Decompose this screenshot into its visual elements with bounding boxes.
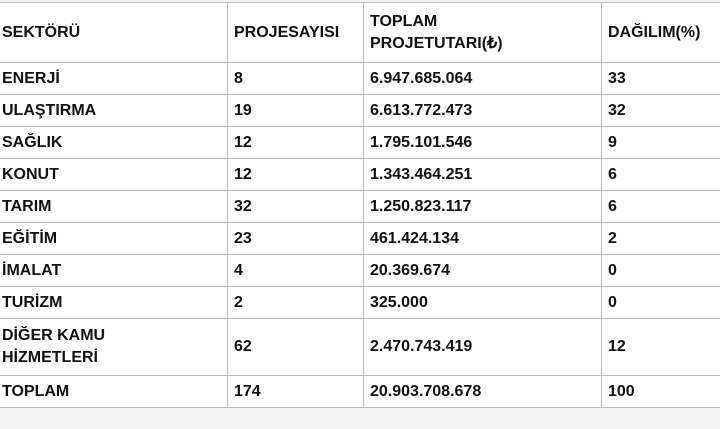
total-label: TOPLAM: [0, 375, 228, 408]
header-sector: SEKTÖRÜ: [0, 2, 228, 63]
cell-sector-line2: HİZMETLERİ: [2, 349, 98, 366]
header-total-amount-line1: TOPLAM: [370, 12, 438, 30]
cell-amount: 20.369.674: [363, 254, 602, 287]
cell-count: 8: [227, 62, 364, 95]
cell-count: 62: [227, 318, 364, 376]
sector-projects-table-container: SEKTÖRÜ PROJESAYISI TOPLAM PROJETUTARI(₺…: [0, 2, 720, 408]
cell-amount: 1.343.464.251: [363, 158, 602, 191]
cell-count: 12: [227, 158, 364, 191]
table-row: EĞİTİM 23 461.424.134 2: [0, 222, 720, 255]
cell-sector-line1: DİĞER KAMU: [2, 327, 106, 344]
total-share: 100: [601, 375, 720, 408]
table-row: ULAŞTIRMA 19 6.613.772.473 32: [0, 94, 720, 127]
cell-count: 12: [227, 126, 364, 159]
cell-sector: TURİZM: [0, 286, 228, 319]
cell-sector: TARIM: [0, 190, 228, 223]
sector-projects-table: SEKTÖRÜ PROJESAYISI TOPLAM PROJETUTARI(₺…: [0, 2, 720, 408]
cell-share: 0: [601, 286, 720, 319]
table-total-row: TOPLAM 174 20.903.708.678 100: [0, 375, 720, 408]
cell-sector: EĞİTİM: [0, 222, 228, 255]
header-project-count: PROJESAYISI: [227, 2, 364, 63]
cell-count: 32: [227, 190, 364, 223]
cell-sector: DİĞER KAMU HİZMETLERİ: [0, 318, 228, 376]
cell-share: 9: [601, 126, 720, 159]
cell-amount: 461.424.134: [363, 222, 602, 255]
cell-count: 2: [227, 286, 364, 319]
cell-count: 23: [227, 222, 364, 255]
cell-sector: İMALAT: [0, 254, 228, 287]
header-total-amount-line2: PROJETUTARI(₺): [370, 34, 503, 52]
cell-amount: 1.250.823.117: [363, 190, 602, 223]
cell-share: 2: [601, 222, 720, 255]
cell-amount: 1.795.101.546: [363, 126, 602, 159]
cell-amount: 325.000: [363, 286, 602, 319]
table-row: TARIM 32 1.250.823.117 6: [0, 190, 720, 223]
cell-share: 0: [601, 254, 720, 287]
table-row: SAĞLIK 12 1.795.101.546 9: [0, 126, 720, 159]
cell-share: 32: [601, 94, 720, 127]
table-header-row: SEKTÖRÜ PROJESAYISI TOPLAM PROJETUTARI(₺…: [0, 2, 720, 63]
table-row: DİĞER KAMU HİZMETLERİ 62 2.470.743.419 1…: [0, 318, 720, 376]
table-row: İMALAT 4 20.369.674 0: [0, 254, 720, 287]
cell-count: 19: [227, 94, 364, 127]
header-distribution: DAĞILIM(%): [601, 2, 720, 63]
table-row: KONUT 12 1.343.464.251 6: [0, 158, 720, 191]
cell-share: 12: [601, 318, 720, 376]
cell-amount: 2.470.743.419: [363, 318, 602, 376]
header-total-amount: TOPLAM PROJETUTARI(₺): [363, 2, 602, 63]
cell-share: 33: [601, 62, 720, 95]
table-row: ENERJİ 8 6.947.685.064 33: [0, 62, 720, 95]
cell-sector: ENERJİ: [0, 62, 228, 95]
cell-count: 4: [227, 254, 364, 287]
cell-sector: KONUT: [0, 158, 228, 191]
cell-sector: SAĞLIK: [0, 126, 228, 159]
cell-amount: 6.613.772.473: [363, 94, 602, 127]
cell-sector: ULAŞTIRMA: [0, 94, 228, 127]
total-count: 174: [227, 375, 364, 408]
cell-share: 6: [601, 190, 720, 223]
cell-amount: 6.947.685.064: [363, 62, 602, 95]
table-row: TURİZM 2 325.000 0: [0, 286, 720, 319]
cell-share: 6: [601, 158, 720, 191]
total-amount: 20.903.708.678: [363, 375, 602, 408]
